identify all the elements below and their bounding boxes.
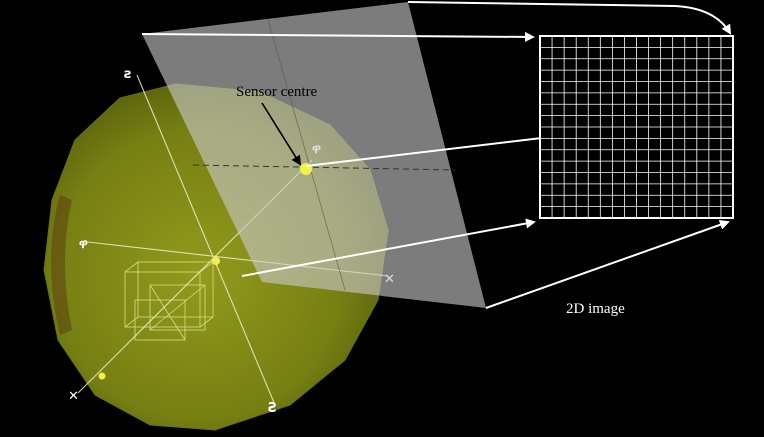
wireframe-cube xyxy=(124,261,214,341)
projection-arrows xyxy=(141,1,732,309)
axis-glyph-left: ዋ xyxy=(79,237,88,252)
sensor-plane xyxy=(142,2,486,308)
dashed-horizon xyxy=(192,164,456,171)
image-grid xyxy=(539,35,734,219)
arrow-top-left xyxy=(141,31,535,42)
image-2d-label: 2D image xyxy=(566,301,625,317)
axis-glyph-bottomleft: ✕ xyxy=(68,389,79,404)
arrow-bottom-left xyxy=(241,218,536,277)
sensor-centre-label: Sensor centre xyxy=(236,84,318,100)
axis-vertical xyxy=(136,74,276,406)
axis-glyph-top: ƨ xyxy=(124,67,132,82)
axis-glyph-bottom: Ƨ xyxy=(268,401,277,416)
arrow-bottom-right xyxy=(485,219,730,309)
arrow-top-right xyxy=(407,1,732,35)
sphere-centre-dot xyxy=(212,257,220,265)
plane-axis-line xyxy=(267,19,346,291)
sphere-left-shading xyxy=(51,195,72,335)
sensor-centre-pointer xyxy=(261,102,302,166)
lower-axis-dot xyxy=(98,372,106,380)
